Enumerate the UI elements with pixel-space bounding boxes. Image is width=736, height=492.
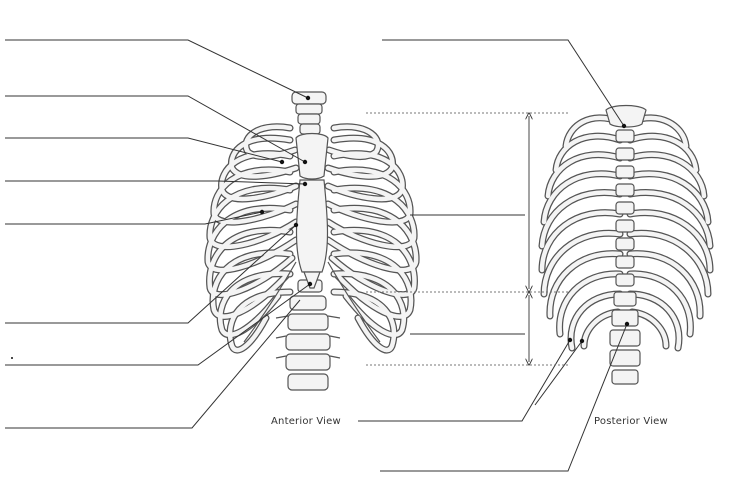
leader-line-3 — [5, 137, 283, 163]
leader-line-8 — [5, 299, 301, 429]
leader-line-floating-branch — [534, 340, 583, 406]
xiphoid-process — [303, 271, 321, 289]
leader-line-5 — [5, 211, 263, 225]
leader-line-top — [382, 39, 625, 127]
manubrium — [295, 132, 329, 180]
anterior-view-caption: Anterior View — [271, 416, 341, 427]
posterior-ribs-inner — [539, 115, 713, 351]
anterior-leader-lines — [5, 39, 311, 429]
leader-line-7 — [5, 283, 311, 366]
leader-line-1 — [5, 39, 309, 99]
anterior-label-dots — [11, 95, 313, 359]
anterior-ribs-right — [324, 123, 420, 354]
anterior-vertebrae — [275, 91, 341, 391]
anterior-ribs-left-inner — [205, 124, 299, 353]
costal-cartilage-right — [327, 261, 381, 343]
leader-line-floating — [358, 339, 571, 422]
posterior-view-caption: Posterior View — [594, 416, 668, 427]
costal-cartilage-left — [243, 261, 297, 343]
posterior-label-dots — [567, 123, 630, 344]
posterior-vertebrae — [605, 104, 647, 385]
leader-line-6 — [5, 224, 297, 324]
range-brackets — [366, 113, 568, 365]
sternum-body — [295, 179, 329, 273]
sternum — [295, 132, 329, 289]
leader-line-bottom — [380, 323, 628, 472]
leader-line-4 — [5, 180, 306, 185]
posterior-leader-lines — [358, 39, 628, 472]
posterior-rib-cage — [538, 104, 714, 385]
anterior-rib-cage — [204, 91, 420, 391]
leader-line-2 — [5, 95, 306, 163]
